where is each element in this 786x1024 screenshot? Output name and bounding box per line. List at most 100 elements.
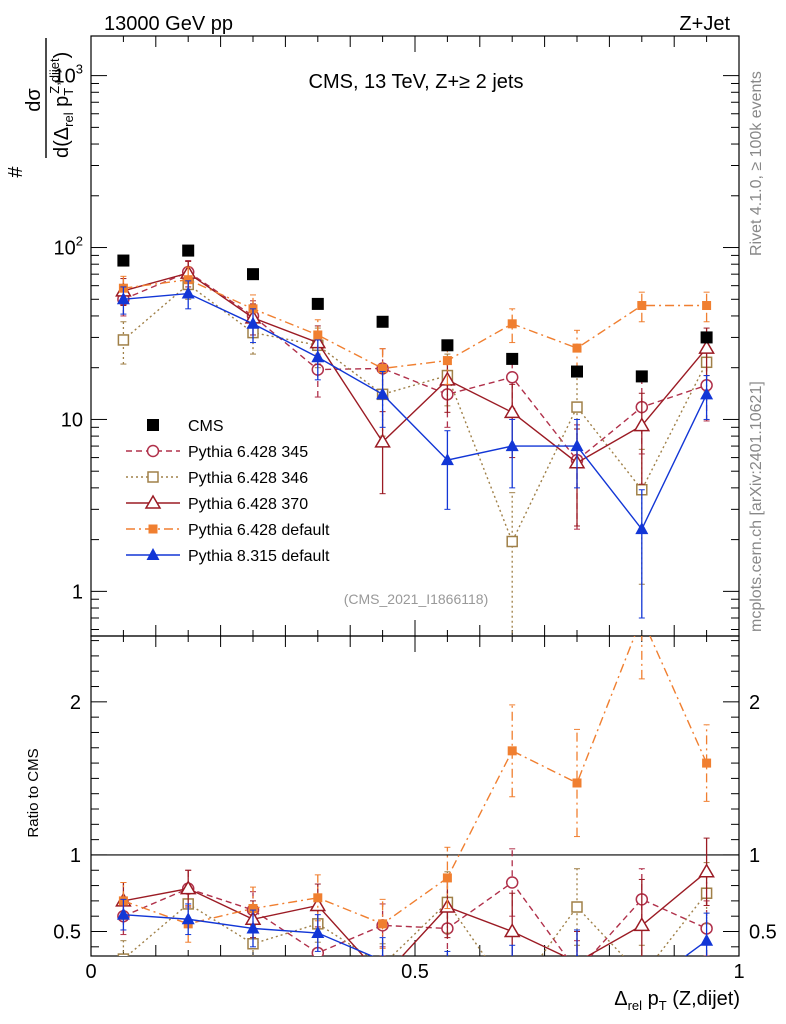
- legend-entry-p6def: Pythia 6.428 default: [126, 522, 330, 539]
- point-p6def: [442, 356, 452, 366]
- series-line-p6def: [123, 278, 707, 370]
- point-p6def: [702, 301, 712, 311]
- ratio-line-p6def: [123, 636, 708, 925]
- ratio-y-tick-label-left: 0.5: [53, 922, 81, 944]
- ratio-point-p8def: [246, 921, 260, 934]
- x-tick-label: 1: [733, 961, 744, 983]
- ratio-y-tick-label-left: 1: [70, 845, 81, 867]
- ratio-point-p8def: [506, 961, 519, 973]
- point-p6def: [313, 330, 323, 340]
- legend-marker-p6def: [148, 524, 158, 534]
- main-y-tick: 1: [72, 581, 739, 603]
- x-tick-label: 0: [85, 961, 96, 983]
- ratio-point-p8def: [381, 953, 384, 956]
- main-y-tick: 102: [54, 234, 739, 260]
- point-cms: [441, 339, 454, 352]
- point-p370: [503, 403, 521, 419]
- x-axis-label: Δrel pT (Z,dijet): [614, 988, 740, 1013]
- legend-label-p370: Pythia 6.428 370: [188, 496, 308, 513]
- main-y-tick-label: 1: [72, 581, 83, 603]
- point-cms: [506, 352, 519, 365]
- ratio-y-tick-label-right: 0.5: [749, 922, 777, 944]
- ratio-line-p8def: [123, 913, 708, 956]
- ratio-point-p346: [637, 971, 647, 981]
- ratio-point-p346: [117, 953, 130, 956]
- point-p8def: [505, 439, 519, 452]
- energy-label: 13000 GeV pp: [104, 13, 233, 35]
- legend-entry-p345: Pythia 6.428 345: [126, 444, 308, 461]
- point-p8def: [181, 286, 195, 299]
- ratio-series-p6def: [118, 636, 712, 949]
- point-p8def: [440, 453, 454, 466]
- point-cms: [182, 244, 195, 257]
- point-cms: [311, 297, 324, 310]
- x-tick-label: 0.5: [401, 961, 429, 983]
- ratio-point-p8def: [311, 926, 325, 939]
- ratio-axis-ticks: 0.5 0.51 12 20 0.5 1: [53, 636, 777, 983]
- point-cms: [571, 365, 583, 378]
- ylabel-denominator: d(Δrel pTZ,dijet): [47, 52, 76, 158]
- ratio-point-p6def: [442, 873, 452, 883]
- point-p346: [117, 334, 130, 346]
- ratio-line-p345: [123, 881, 707, 956]
- series-p345: [117, 260, 713, 530]
- point-p6def: [507, 319, 517, 329]
- point-p8def: [376, 387, 390, 400]
- legend-marker-cms: [147, 419, 159, 431]
- plot-title: CMS, 13 TeV, Z+≥ 2 jets: [309, 71, 524, 93]
- ratio-line-p370: [123, 871, 708, 956]
- ylabel-numerator: dσ: [23, 88, 45, 112]
- series-line-p345: [123, 271, 707, 462]
- legend-marker-p346: [147, 471, 159, 483]
- point-p6def: [572, 343, 582, 353]
- main-y-tick-label: 102: [54, 234, 83, 260]
- ratio-point-p370: [633, 916, 651, 932]
- legend-label-cms: CMS: [188, 418, 224, 435]
- mcplots-info: mcplots.cern.ch [arXiv:2401.10621]: [748, 381, 765, 632]
- ratio-point-p6def: [313, 893, 323, 903]
- ratio-point-p6def: [248, 904, 258, 914]
- point-p8def: [246, 316, 260, 329]
- point-cms: [247, 268, 259, 281]
- legend-marker-p8def: [146, 548, 160, 560]
- analysis-reference: (CMS_2021_I1866118): [344, 591, 489, 607]
- point-cms: [117, 254, 130, 267]
- series-cms: [117, 244, 713, 383]
- ratio-point-p346: [378, 960, 388, 970]
- legend-label-p8def: Pythia 8.315 default: [188, 548, 330, 565]
- ratio-plot-series: [115, 636, 715, 981]
- ratio-point-p8def: [441, 967, 454, 979]
- ratio-point-p6def: [702, 758, 712, 768]
- point-p370: [633, 417, 651, 432]
- main-y-tick: 10: [61, 409, 739, 431]
- point-p8def: [116, 292, 130, 305]
- main-plot-series: [115, 244, 715, 636]
- legend-entry-cms: CMS: [147, 418, 224, 435]
- main-y-axis-label: # dσ d(Δrel pTZ,dijet): [5, 38, 76, 178]
- ratio-point-p6def: [378, 919, 388, 929]
- legend-label-p345: Pythia 6.428 345: [188, 444, 308, 461]
- main-axis-ticks: 1 10 102 103: [54, 36, 740, 636]
- point-p6def: [637, 301, 647, 311]
- ratio-line-p346: [125, 892, 708, 956]
- ratio-point-p370: [698, 863, 715, 878]
- series-p8def: [116, 280, 714, 619]
- ratio-point-p345: [505, 876, 519, 889]
- point-p8def: [311, 350, 325, 363]
- legend-label-p346: Pythia 6.428 346: [188, 470, 308, 487]
- ratio-y-tick-label-right: 1: [749, 845, 760, 867]
- process-label: Z+Jet: [679, 13, 730, 35]
- point-p370: [374, 433, 391, 448]
- point-p370: [698, 339, 715, 354]
- ratio-point-p6def: [507, 746, 517, 756]
- point-p6def: [183, 275, 193, 285]
- ratio-series-p8def: [116, 898, 714, 979]
- legend-label-p6def: Pythia 6.428 default: [188, 522, 330, 539]
- main-y-tick: 103: [54, 62, 739, 88]
- ratio-point-p8def: [116, 907, 130, 920]
- ylabel-hash: #: [5, 166, 27, 178]
- series-line-p370: [123, 272, 708, 464]
- series-line-p8def: [123, 292, 708, 531]
- ratio-y-tick-label-right: 2: [749, 692, 760, 714]
